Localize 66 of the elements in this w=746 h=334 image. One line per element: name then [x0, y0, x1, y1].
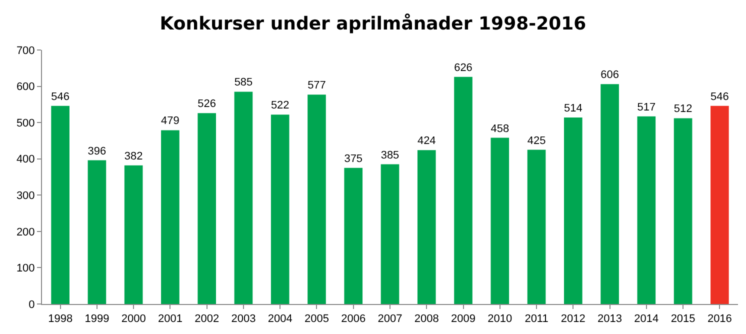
y-tick-label: 700 — [16, 44, 35, 57]
bar — [674, 118, 692, 304]
bar — [417, 150, 436, 304]
data-label: 396 — [88, 145, 106, 158]
bar — [161, 130, 180, 304]
x-tick-label: 2004 — [268, 313, 292, 326]
bar — [88, 160, 106, 304]
bar — [637, 116, 656, 304]
y-tick-label: 300 — [16, 190, 35, 202]
data-label: 382 — [124, 150, 143, 162]
x-tick-label: 2015 — [670, 313, 696, 326]
chart-title: Konkurser under aprilmånader 1998-2016 — [160, 13, 586, 34]
x-tick-label: 2007 — [378, 313, 402, 326]
data-label: 606 — [600, 69, 619, 82]
x-tick-label: 2014 — [634, 313, 659, 326]
data-label: 517 — [637, 101, 656, 114]
x-tick-label: 2005 — [304, 313, 329, 326]
bar — [344, 168, 363, 304]
data-label: 479 — [161, 115, 180, 128]
bar — [198, 113, 216, 304]
y-tick-label: 100 — [16, 262, 35, 275]
bar — [490, 138, 510, 304]
y-tick-label: 500 — [16, 117, 35, 130]
bar — [710, 106, 729, 304]
x-tick-label: 2013 — [598, 313, 622, 326]
data-label: 626 — [454, 62, 472, 74]
x-tick-label: 2002 — [194, 313, 220, 326]
data-label: 546 — [710, 90, 729, 103]
data-label: 546 — [51, 90, 70, 103]
data-label: 375 — [344, 152, 363, 165]
x-tick-label: 2006 — [341, 313, 366, 326]
x-tick-label: 2016 — [707, 313, 732, 326]
x-tick-label: 2008 — [414, 313, 439, 326]
bar — [308, 94, 326, 304]
x-tick-label: 1998 — [48, 313, 73, 326]
y-tick-label: 400 — [16, 154, 35, 166]
bar — [380, 164, 400, 304]
y-tick-label: 200 — [16, 226, 35, 238]
data-label: 512 — [674, 103, 692, 116]
bar — [454, 76, 472, 304]
data-label: 577 — [308, 80, 326, 92]
x-tick-label: 2011 — [524, 313, 548, 326]
x-tick-label: 2003 — [231, 313, 256, 326]
x-tick-label: 2009 — [451, 313, 476, 326]
bar — [270, 114, 290, 304]
data-label: 385 — [380, 149, 400, 162]
x-tick-label: 2000 — [121, 313, 146, 326]
bar — [527, 150, 546, 304]
data-label: 458 — [490, 122, 510, 135]
data-label: 526 — [198, 98, 216, 110]
y-tick-label: 600 — [16, 81, 35, 94]
x-tick-label: 2010 — [488, 313, 512, 326]
bar — [234, 92, 253, 304]
data-label: 425 — [527, 134, 546, 147]
bar — [51, 106, 70, 304]
bar — [124, 165, 143, 304]
data-label: 522 — [270, 100, 290, 112]
data-label: 514 — [564, 102, 582, 114]
bar — [600, 84, 619, 304]
x-tick-label: 2001 — [158, 313, 182, 326]
data-label: 585 — [234, 76, 253, 89]
y-tick-label: 0 — [28, 298, 35, 311]
x-tick-label: 2012 — [560, 313, 586, 326]
x-tick-label: 1999 — [84, 313, 110, 326]
bar — [564, 117, 582, 304]
data-label: 424 — [417, 135, 436, 148]
